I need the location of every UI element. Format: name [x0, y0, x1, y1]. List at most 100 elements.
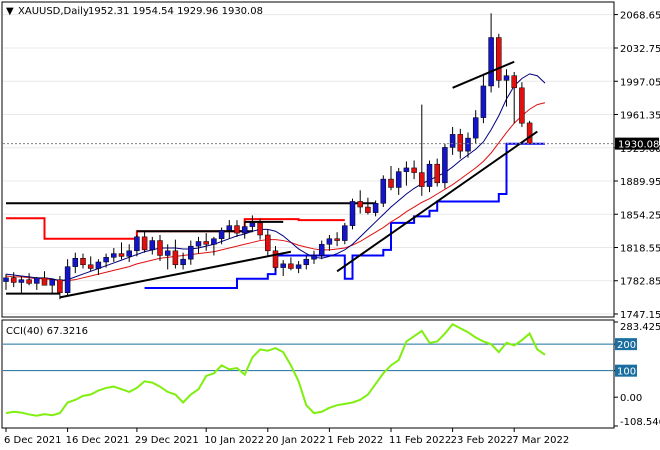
date-tick-label: 29 Dec 2021: [135, 435, 199, 446]
candle-body: [241, 226, 248, 234]
candle-body: [18, 279, 25, 283]
candle-body: [311, 255, 317, 260]
candle-body: [87, 264, 94, 269]
candle-body: [3, 277, 9, 282]
candle-body: [372, 203, 379, 213]
candle-body: [103, 257, 109, 263]
candle-body: [257, 222, 263, 236]
candle-body: [57, 279, 63, 293]
candle-body: [472, 117, 479, 139]
candle-body: [118, 253, 125, 257]
candle-body: [426, 163, 433, 187]
main-plot-layer: [3, 13, 613, 315]
cci-tick-label: 100: [617, 367, 636, 378]
price-tick-label: 2068.65: [620, 11, 660, 22]
candle-body: [234, 225, 240, 234]
trendline: [452, 60, 515, 89]
channel-low-line: [144, 142, 545, 290]
price-tick-label: 1782.85: [620, 277, 660, 288]
symbol-label: XAUUSD,Daily: [18, 6, 89, 17]
current-price-label: 1930.08: [618, 140, 659, 151]
chart-menu-arrow-icon[interactable]: ▼: [6, 6, 14, 17]
candle-body: [211, 238, 217, 245]
candle-body: [503, 75, 510, 81]
candle-body: [496, 37, 502, 81]
candle-body: [318, 244, 325, 256]
price-tick-label: 1889.95: [620, 177, 660, 188]
candle-body: [141, 236, 148, 251]
price-tick-label: 1997.05: [620, 77, 660, 88]
candle-body: [41, 277, 48, 286]
cci-tick-label: 283.4259: [620, 322, 660, 333]
candle-body: [157, 240, 163, 256]
candle-body: [403, 167, 410, 172]
date-tick-label: 10 Jan 2022: [204, 435, 264, 446]
cci-header-label: CCI(40) 67.3216: [6, 326, 88, 337]
date-tick-label: 16 Dec 2021: [66, 435, 130, 446]
candle-body: [488, 37, 494, 87]
candle-body: [388, 178, 394, 188]
candle-body: [511, 75, 517, 89]
candle-body: [380, 178, 387, 204]
candle-body: [349, 201, 356, 226]
candle-body: [526, 122, 533, 144]
date-tick-label: 6 Dec 2021: [4, 435, 62, 446]
candle-body: [280, 263, 286, 268]
candle-body: [457, 134, 464, 152]
candle-body: [465, 137, 471, 152]
candle-body: [180, 258, 186, 266]
candle-body: [342, 225, 348, 241]
candle-body: [64, 266, 71, 293]
candle-body: [265, 234, 271, 252]
candle-body: [326, 238, 333, 245]
candle-body: [111, 253, 117, 258]
candle-body: [49, 279, 55, 286]
cci-tick-label: 200: [617, 340, 636, 351]
candle-body: [134, 236, 140, 252]
candle-body: [80, 258, 86, 266]
candle-body: [34, 277, 40, 284]
candle-body: [195, 241, 202, 247]
candle-body: [334, 238, 340, 241]
candle-body: [172, 250, 179, 266]
candle-body: [419, 172, 425, 187]
price-tick-label: 2032.75: [620, 44, 660, 55]
cci-plot-layer: [3, 322, 613, 417]
date-tick-label: 23 Feb 2022: [451, 435, 513, 446]
trendline: [59, 250, 292, 299]
candle-body: [126, 250, 132, 257]
candle-body: [188, 245, 194, 260]
price-tick-label: 1961.35: [620, 111, 660, 122]
candle-body: [411, 167, 417, 173]
ohlc-readout: 1952.31 1954.54 1929.96 1930.08: [88, 6, 263, 17]
candle-body: [519, 87, 525, 124]
candle-body: [164, 250, 171, 256]
cci-tick-label: 0.00: [620, 393, 642, 404]
price-tick-label: 1818.55: [620, 243, 660, 254]
candle-body: [449, 134, 456, 148]
cci-level-box: [615, 338, 637, 351]
candle-body: [295, 264, 302, 269]
candle-body: [434, 163, 440, 184]
candle-body: [203, 241, 209, 245]
date-tick-label: 20 Jan 2022: [266, 435, 326, 446]
axis-layer: 2068.652032.751997.051961.351925.601889.…: [4, 11, 660, 446]
cci-tick-label: -108.5462: [620, 417, 660, 428]
date-tick-label: 11 Feb 2022: [389, 435, 451, 446]
cci-pane-frame: [1, 319, 615, 429]
candle-body: [26, 279, 32, 284]
current-price-box: [615, 137, 659, 150]
ma-fast-line: [5, 73, 546, 282]
candle-body: [480, 85, 487, 118]
candle-body: [218, 230, 225, 239]
ma-slow-line: [5, 102, 546, 282]
candle-body: [149, 240, 156, 251]
trendline: [336, 130, 538, 273]
candle-body: [72, 258, 79, 267]
candle-body: [272, 250, 279, 268]
candle-body: [10, 277, 17, 283]
date-tick-label: 7 Mar 2022: [512, 435, 569, 446]
date-tick-label: 1 Feb 2022: [327, 435, 383, 446]
price-tick-label: 1854.25: [620, 210, 660, 221]
candle-body: [303, 258, 310, 266]
